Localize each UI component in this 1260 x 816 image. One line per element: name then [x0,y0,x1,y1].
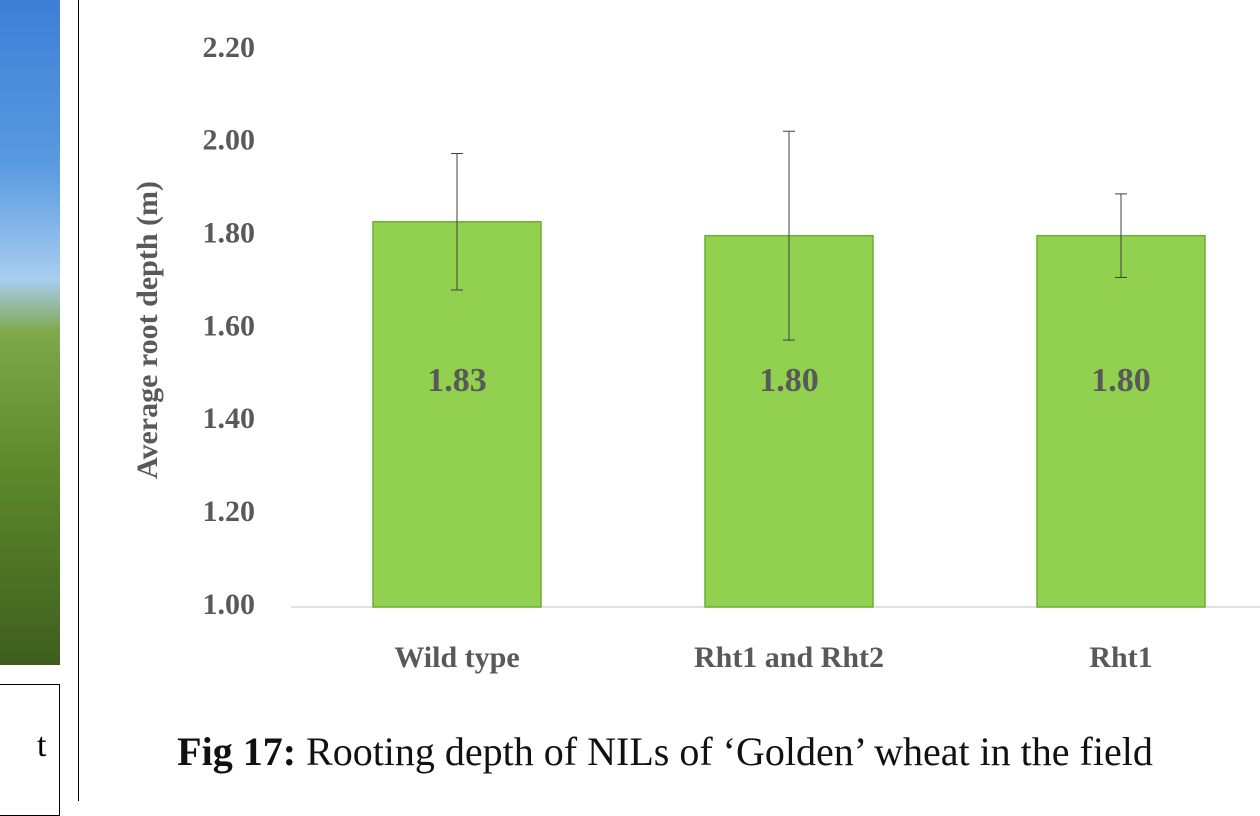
bar [1037,236,1205,607]
y-tick-label: 1.60 [203,309,256,342]
data-label: 1.80 [759,362,819,399]
data-label: 1.83 [427,362,487,399]
y-tick-label: 2.00 [203,124,256,157]
chart: Average root depth (m) 1.00 1.20 1.40 1.60 1… [0,0,1260,801]
caption-text: Rooting depth of NILs of ‘Golden’ wheat … [306,729,1153,774]
y-tick-label: 2.20 [203,31,256,64]
y-tick-label: 1.00 [203,588,256,621]
y-tick-label: 1.20 [203,495,256,528]
x-tick-label: Rht1 and Rht2 [694,641,884,674]
x-tick-label: Rht1 [1089,641,1152,674]
page: t Average root depth (m) 1.001.201.401.6… [0,0,1260,801]
y-axis-label: Average root depth (m) [131,181,164,479]
y-tick-label: 1.80 [203,217,256,250]
caption-label: Fig 17: [177,729,296,774]
caption: Fig 17: Rooting depth of NILs of ‘Golden… [150,728,1180,776]
x-tick-label: Wild type [394,641,519,674]
data-label: 1.80 [1091,362,1151,399]
y-tick-label: 1.40 [203,402,256,435]
